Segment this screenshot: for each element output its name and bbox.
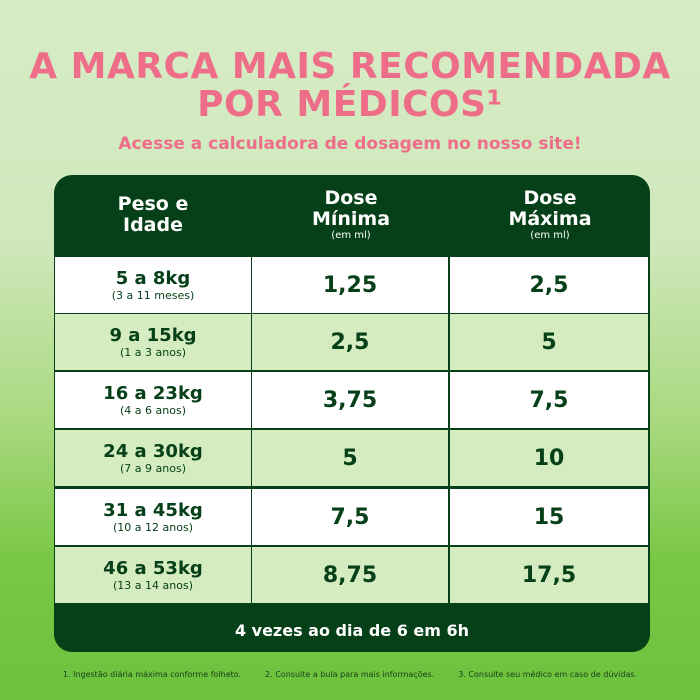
max-dose-cell: 2,5 — [450, 257, 648, 313]
min-dose-value: 3,75 — [322, 387, 378, 413]
min-dose-value: 1,25 — [322, 272, 378, 298]
headline-line-1: A MARCA MAIS RECOMENDADA — [29, 46, 671, 87]
weight-range: 5 a 8kg — [115, 267, 191, 289]
dosage-table: Peso e Idade Dose Mínima (em ml) Dose Má… — [54, 175, 650, 652]
weight-age-cell: 31 a 45kg (10 a 12 anos) — [55, 489, 251, 545]
calculator-cta: Acesse a calculadora de dosagem no nosso… — [118, 134, 582, 154]
max-dose-cell: 10 — [450, 430, 648, 486]
max-dose-value: 15 — [533, 504, 565, 530]
column-header-max-dose: Dose Máxima (em ml) — [450, 175, 650, 255]
weight-range: 9 a 15kg — [109, 324, 197, 346]
weight-age-cell: 5 a 8kg (3 a 11 meses) — [55, 257, 251, 313]
min-dose-value: 7,5 — [330, 504, 370, 530]
max-dose-cell: 17,5 — [450, 547, 648, 603]
weight-age-cell: 9 a 15kg (1 a 3 anos) — [55, 314, 251, 370]
headline: A MARCA MAIS RECOMENDADA POR MÉDICOS¹ — [0, 48, 700, 124]
column-header-line: Dose — [324, 187, 378, 209]
min-dose-cell: 5 — [252, 430, 448, 486]
max-dose-cell: 7,5 — [450, 372, 648, 428]
age-range: (4 a 6 anos) — [120, 403, 186, 417]
max-dose-value: 10 — [533, 445, 565, 471]
min-dose-cell: 1,25 — [252, 257, 448, 313]
max-dose-value: 7,5 — [529, 387, 569, 413]
footnote: 2. Consulte a bula para mais informações… — [265, 670, 435, 679]
max-dose-cell: 15 — [450, 489, 648, 545]
weight-age-cell: 46 a 53kg (13 a 14 anos) — [55, 547, 251, 603]
dosing-frequency: 4 vezes ao dia de 6 em 6h — [234, 620, 470, 640]
weight-range: 46 a 53kg — [103, 557, 203, 579]
column-header-line: Idade — [123, 214, 183, 236]
min-dose-value: 8,75 — [322, 562, 378, 588]
min-dose-value: 5 — [342, 445, 358, 471]
table-row: 5 a 8kg (3 a 11 meses) 1,25 2,5 — [54, 257, 650, 313]
max-dose-value: 17,5 — [521, 562, 577, 588]
age-range: (1 a 3 anos) — [120, 345, 186, 359]
table-row: 24 a 30kg (7 a 9 anos) 5 10 — [54, 430, 650, 486]
age-range: (7 a 9 anos) — [120, 461, 186, 475]
min-dose-value: 2,5 — [330, 329, 370, 355]
table-row: 9 a 15kg (1 a 3 anos) 2,5 5 — [54, 314, 650, 370]
age-range: (13 a 14 anos) — [113, 578, 193, 592]
footnotes: 1. Ingestão diária máxima conforme folhe… — [0, 670, 700, 679]
column-header-min-dose: Dose Mínima (em ml) — [252, 175, 450, 255]
table-header: Peso e Idade Dose Mínima (em ml) Dose Má… — [54, 175, 650, 255]
age-range: (3 a 11 meses) — [111, 288, 195, 302]
column-header-line: Peso e — [117, 193, 189, 215]
weight-range: 24 a 30kg — [103, 440, 203, 462]
column-header-line: Mínima — [311, 208, 391, 230]
age-range: (10 a 12 anos) — [113, 520, 193, 534]
min-dose-cell: 2,5 — [252, 314, 448, 370]
weight-range: 31 a 45kg — [103, 499, 203, 521]
min-dose-cell: 8,75 — [252, 547, 448, 603]
footnote: 1. Ingestão diária máxima conforme folhe… — [62, 670, 242, 679]
column-header-line: Máxima — [508, 208, 592, 230]
column-header-unit: (em ml) — [530, 230, 570, 241]
headline-line-2: POR MÉDICOS¹ — [197, 84, 503, 125]
table-row: 46 a 53kg (13 a 14 anos) 8,75 17,5 — [54, 547, 650, 603]
footnote: 3. Consulte seu médico em caso de dúvida… — [458, 670, 638, 679]
min-dose-cell: 7,5 — [252, 489, 448, 545]
weight-age-cell: 16 a 23kg (4 a 6 anos) — [55, 372, 251, 428]
max-dose-cell: 5 — [450, 314, 648, 370]
column-header-line: Dose — [523, 187, 577, 209]
table-row: 31 a 45kg (10 a 12 anos) 7,5 15 — [54, 489, 650, 545]
max-dose-value: 5 — [541, 329, 557, 355]
max-dose-value: 2,5 — [529, 272, 569, 298]
table-row: 16 a 23kg (4 a 6 anos) 3,75 7,5 — [54, 372, 650, 428]
column-header-unit: (em ml) — [331, 230, 371, 241]
min-dose-cell: 3,75 — [252, 372, 448, 428]
column-header-weight-age: Peso e Idade — [54, 175, 252, 255]
weight-range: 16 a 23kg — [103, 382, 203, 404]
weight-age-cell: 24 a 30kg (7 a 9 anos) — [55, 430, 251, 486]
